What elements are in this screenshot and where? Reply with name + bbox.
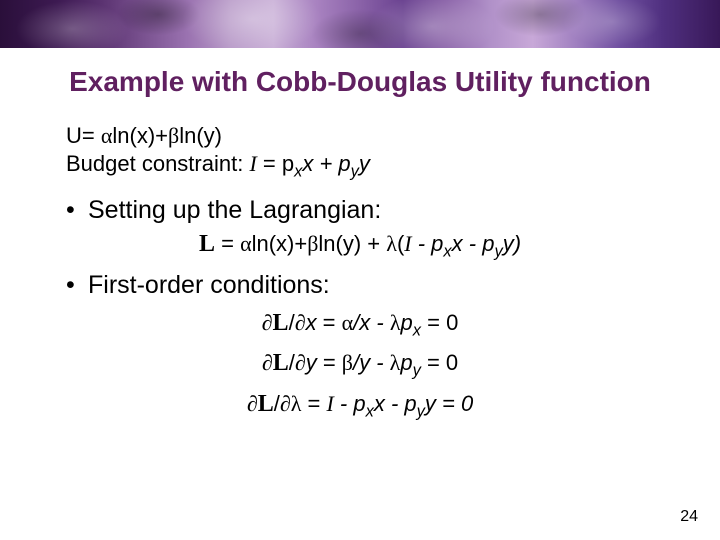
foc2-beta: β — [342, 350, 353, 375]
foc2-tail: = 0 — [421, 350, 458, 375]
bullet1-text: Setting up the Lagrangian: — [88, 196, 381, 224]
utility-prefix: U= — [66, 123, 101, 148]
bullet-dot-icon: • — [66, 271, 88, 300]
partial-icon: ∂ — [280, 391, 291, 416]
lagr-sub1: x — [443, 242, 451, 260]
foc3-m3: y = 0 — [425, 391, 473, 416]
foc1-alpha: α — [342, 310, 354, 335]
bullet-foc: •First-order conditions: — [66, 271, 690, 300]
lagr-sub2: y — [494, 242, 502, 260]
foc3-L: L — [258, 391, 274, 417]
foc-line-3: ∂L/∂λ = I - pxx - pyy = 0 — [30, 391, 690, 421]
partial-icon: ∂ — [247, 391, 258, 416]
foc-line-1: ∂L/∂x = α/x - λpx = 0 — [30, 310, 690, 340]
foc2-mid: /y - — [353, 350, 390, 375]
lagr-I: I — [404, 231, 411, 256]
utility-mid2: ln(y) — [179, 123, 222, 148]
income-symbol: I — [249, 151, 256, 176]
alpha-symbol: α — [101, 123, 113, 148]
foc3-eq: = — [301, 391, 326, 416]
lagr-m1: - p — [412, 231, 444, 256]
sub-y: y — [351, 162, 359, 180]
lagrangian-L: L — [199, 231, 215, 257]
slide-title: Example with Cobb-Douglas Utility functi… — [30, 66, 690, 98]
lagr-p2: ln(y) + — [318, 231, 386, 256]
foc-block: ∂L/∂x = α/x - λpx = 0 ∂L/∂y = β/y - λpy … — [30, 310, 690, 421]
foc1-L: L — [273, 310, 289, 336]
foc3-m1: - p — [334, 391, 366, 416]
given-block: U= αln(x)+βln(y) Budget constraint: I = … — [66, 122, 690, 182]
lagr-m2: x - p — [452, 231, 495, 256]
foc3-I: I — [326, 391, 333, 416]
foc3-sub2: y — [417, 402, 425, 420]
foc1-sub: x — [413, 321, 421, 339]
bullet-lagrangian: •Setting up the Lagrangian: — [66, 196, 690, 225]
slide-content: Example with Cobb-Douglas Utility functi… — [0, 48, 720, 421]
lagr-p1: ln(x)+ — [252, 231, 308, 256]
foc3-sub1: x — [366, 402, 374, 420]
foc2-sub: y — [413, 362, 421, 380]
budget-a: = p — [257, 151, 294, 176]
foc2-lambda: λ — [390, 350, 401, 375]
foc-line-2: ∂L/∂y = β/y - λpy = 0 — [30, 350, 690, 380]
partial-icon: ∂ — [262, 310, 273, 335]
budget-c: y — [359, 151, 370, 176]
foc3-lambda-var: λ — [291, 391, 302, 416]
partial-icon: ∂ — [295, 350, 306, 375]
lagr-lambda: λ — [386, 231, 397, 256]
utility-mid1: ln(x)+ — [112, 123, 168, 148]
foc1-p: p — [401, 310, 413, 335]
beta-symbol: β — [168, 123, 179, 148]
foc1-lambda: λ — [390, 310, 401, 335]
page-number: 24 — [680, 508, 698, 526]
lagr-alpha: α — [240, 231, 252, 256]
foc2-L: L — [273, 350, 289, 376]
partial-icon: ∂ — [295, 310, 306, 335]
lagr-beta: β — [307, 231, 318, 256]
decorative-banner — [0, 0, 720, 48]
lagr-m3: y) — [503, 231, 521, 256]
foc1-var: x — [306, 310, 317, 335]
lagrangian-equation: L = αln(x)+βln(y) + λ(I - pxx - pyy) — [30, 231, 690, 261]
partial-icon: ∂ — [262, 350, 273, 375]
foc2-p: p — [400, 350, 412, 375]
budget-b: x + p — [302, 151, 350, 176]
bullet-dot-icon: • — [66, 196, 88, 225]
foc1-tail: = 0 — [421, 310, 458, 335]
budget-prefix: Budget constraint: — [66, 151, 249, 176]
foc2-var: y — [306, 350, 317, 375]
foc1-mid: /x - — [353, 310, 390, 335]
lagr-eq: = — [215, 231, 240, 256]
foc3-m2: x - p — [374, 391, 417, 416]
bullet2-text: First-order conditions: — [88, 271, 330, 299]
